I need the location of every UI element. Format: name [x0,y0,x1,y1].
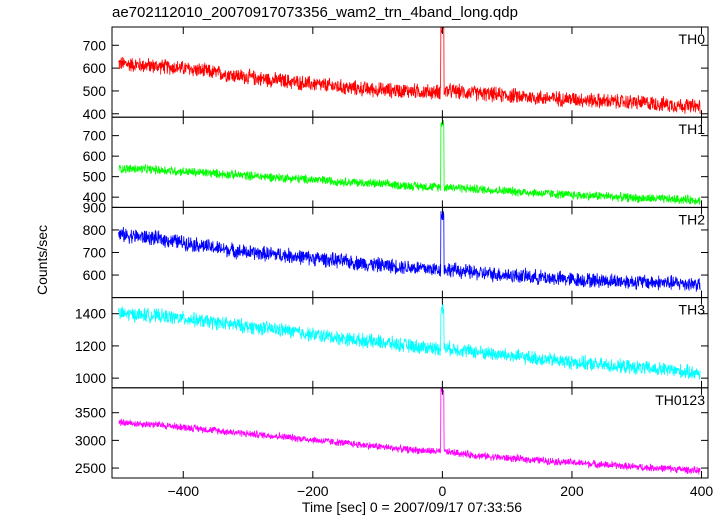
series-line-th2 [118,208,701,292]
panel-label-th0: TH0 [679,31,706,47]
chart-title: ae702112010_20070917073356_wam2_trn_4ban… [112,4,518,21]
panel-label-th2: TH2 [679,211,706,227]
panel-th2: 600 700 800 900 TH2 [83,199,709,299]
x-tick-label: −400 [167,483,199,499]
x-tick-labels: −400 −200 0 200 400 [167,483,713,499]
panel-th3: 1000 1200 1400 TH3 [75,297,709,389]
panel-frame [111,387,709,479]
panel-frame [111,116,709,208]
x-axis-title: Time [sec] 0 = 2007/09/17 07:33:56 [302,499,522,515]
series-line-th0 [118,27,701,115]
y-tick-label: 900 [83,199,107,215]
panel-label-th0123: TH0123 [655,392,705,408]
panel-label-th3: TH3 [679,302,706,318]
series-line-th0123 [118,387,701,475]
panels-group: 400 500 600 700 TH0 400 500 600 700 TH1 600 700 800 9… [75,26,709,479]
y-tick-label: 3000 [75,432,106,448]
y-tick-label: 500 [83,83,107,99]
series-line-th1 [118,120,701,205]
x-tick-label: 0 [438,483,446,499]
y-tick-label: 800 [83,222,107,238]
y-axis-title: Counts/sec [34,225,50,295]
y-tick-label: 500 [83,169,107,185]
y-tick-label: 2500 [75,460,106,476]
y-tick-label: 1200 [75,338,106,354]
panel-th0: 400 500 600 700 TH0 [83,26,709,122]
y-tick-label: 600 [83,60,107,76]
y-tick-label: 700 [83,128,107,144]
y-tick-label: 400 [83,106,107,122]
y-tick-label: 1000 [75,370,106,386]
panel-th1: 400 500 600 700 TH1 [83,116,709,208]
y-tick-label: 600 [83,148,107,164]
x-tick-label: 200 [560,483,584,499]
panel-label-th1: TH1 [679,121,706,137]
y-tick-label: 700 [83,245,107,261]
x-tick-label: 400 [690,483,714,499]
x-tick-label: −200 [297,483,329,499]
y-tick-label: 3500 [75,405,106,421]
y-tick-label: 600 [83,267,107,283]
y-tick-label: 400 [83,189,107,205]
panel-th0123: 2500 3000 3500 TH0123 [75,387,709,479]
series-line-th3 [118,304,701,380]
y-tick-label: 1400 [75,306,106,322]
y-tick-label: 700 [83,37,107,53]
